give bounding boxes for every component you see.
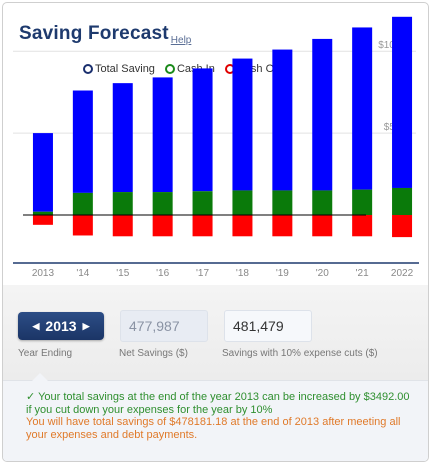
bar-cash-in	[312, 190, 333, 215]
check-icon: ✓	[26, 391, 36, 403]
bar-total-saving	[72, 90, 93, 193]
bar-total-saving	[152, 77, 173, 193]
cash-in-dot-icon	[164, 64, 175, 74]
legend-label: Total Saving	[95, 63, 155, 75]
year-value: 2013	[45, 318, 77, 334]
bar-cash-out	[32, 215, 53, 225]
year-selector[interactable]: ◀ 2013 ▶	[18, 312, 104, 340]
bar-cash-in	[72, 192, 93, 215]
year-ending-label: Year Ending	[18, 348, 73, 359]
legend-item-total-saving: Total Saving	[83, 63, 155, 75]
savings-with-cuts-field: 481,479	[224, 310, 312, 342]
bar-total-saving	[392, 16, 413, 188]
bar-cash-out	[232, 215, 253, 237]
x-tick-label: '18	[236, 268, 249, 279]
bar-cash-out	[392, 215, 413, 238]
bar-cash-out	[272, 215, 293, 237]
bar-total-saving	[192, 68, 213, 192]
bar-cash-in	[152, 192, 173, 215]
x-tick-label: '20	[316, 268, 329, 279]
forecast-chart: $1500k$1000k$500k$500k2013'14'15'16'17'1…	[13, 16, 419, 279]
bar-cash-out	[72, 215, 93, 236]
bar-cash-out	[312, 215, 333, 237]
bar-cash-in	[192, 191, 213, 215]
prev-year-icon[interactable]: ◀	[32, 320, 40, 331]
x-tick-label: '16	[156, 268, 169, 279]
x-tick-label: 2013	[32, 268, 55, 279]
message-panel	[3, 380, 428, 461]
total-saving-dot-icon	[83, 64, 93, 74]
bar-total-saving	[272, 49, 293, 191]
x-tick-label: '19	[276, 268, 289, 279]
x-tick-label: '21	[356, 268, 369, 279]
bar-cash-in	[112, 192, 133, 215]
bar-cash-out	[112, 215, 133, 237]
bar-cash-in	[352, 189, 373, 215]
net-savings-label: Net Savings ($)	[119, 348, 188, 359]
x-tick-label: '14	[76, 268, 89, 279]
savings-cuts-label: Savings with 10% expense cuts ($)	[222, 348, 378, 359]
bar-cash-out	[192, 215, 213, 237]
message-line1: Your total savings at the end of the yea…	[26, 391, 410, 416]
bar-cash-out	[152, 215, 173, 237]
help-link[interactable]: Help	[170, 35, 192, 46]
bar-total-saving	[112, 83, 133, 193]
bar-total-saving	[352, 27, 373, 190]
bar-cash-in	[392, 187, 413, 215]
x-tick-label: '15	[116, 268, 129, 279]
x-tick-label: '17	[196, 268, 209, 279]
header: Saving Forecast Help	[19, 23, 192, 46]
bar-cash-in	[32, 211, 53, 215]
bar-cash-in	[272, 190, 293, 215]
next-year-icon[interactable]: ▶	[82, 320, 90, 331]
x-tick-label: 2022	[391, 268, 414, 279]
bar-cash-in	[232, 190, 253, 215]
message-line2: You will have total savings of $478181.1…	[26, 416, 401, 441]
bar-total-saving	[312, 38, 333, 191]
message-text: ✓ Your total savings at the end of the y…	[26, 391, 416, 441]
bar-total-saving	[32, 133, 53, 212]
message-pointer	[32, 373, 48, 381]
bar-total-saving	[232, 58, 253, 191]
net-savings-field: 477,987	[120, 310, 208, 342]
page-title: Saving Forecast	[19, 23, 169, 44]
bar-cash-out	[352, 215, 373, 237]
